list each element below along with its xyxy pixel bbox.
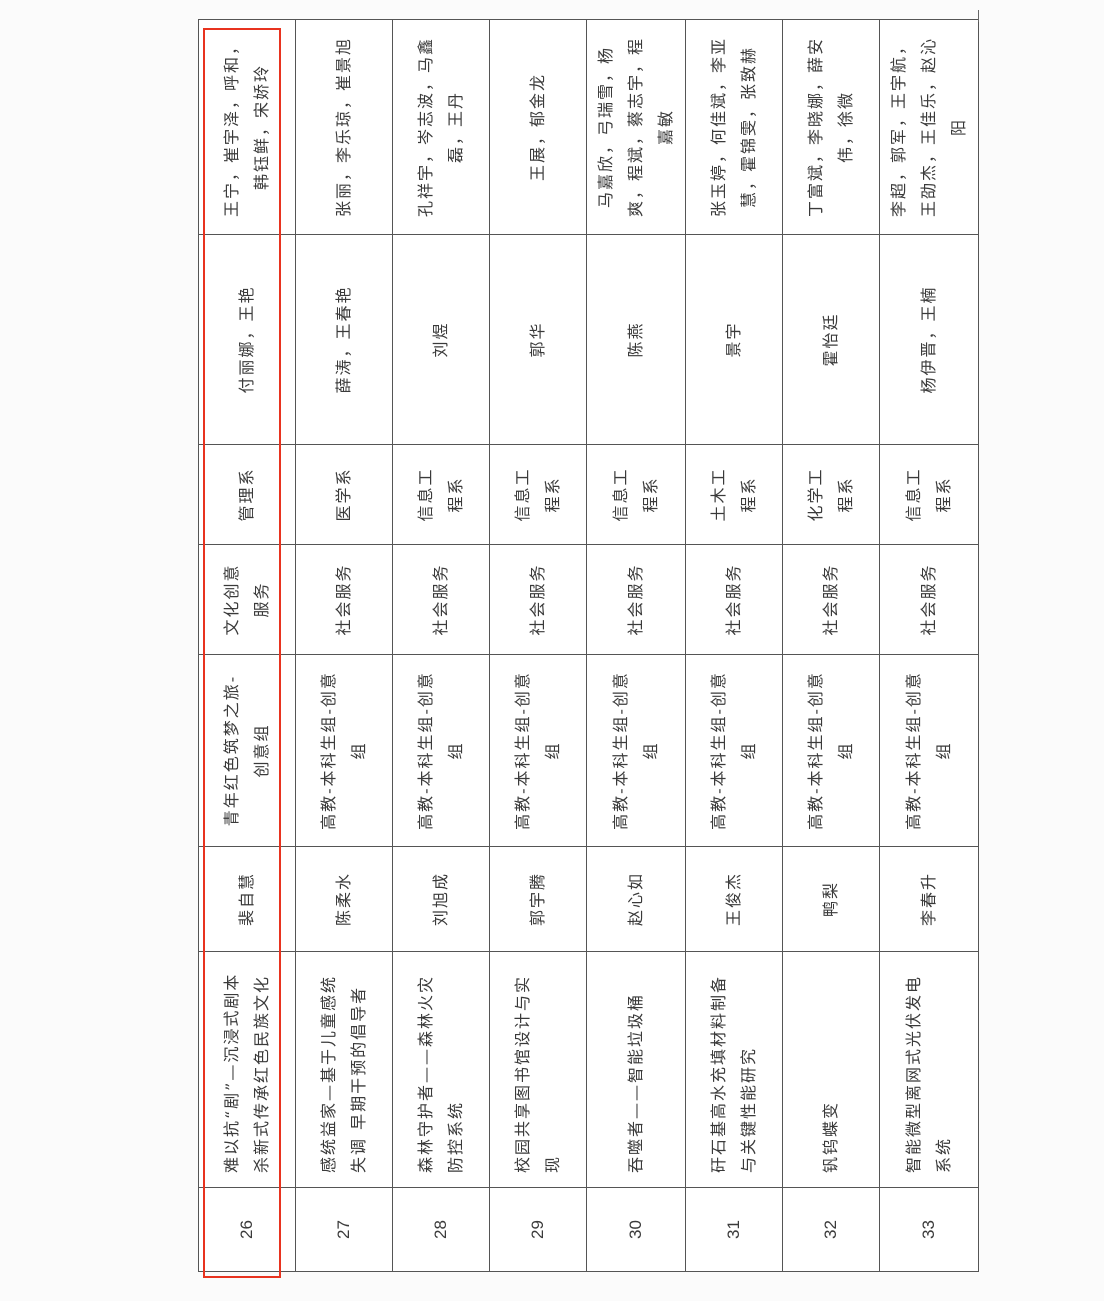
advisor-teachers: 薛涛，王春艳 (295, 234, 393, 445)
project-title: 森林守护者——森林火灾防控系统 (392, 951, 490, 1188)
row-number: 27 (295, 1187, 393, 1272)
advisor-teachers: 刘煜 (392, 234, 490, 445)
advisor-teachers: 霍怡廷 (782, 234, 880, 445)
department: 化学工程系 (782, 444, 880, 545)
project-leader: 郭宇腾 (489, 846, 587, 952)
row-number: 31 (685, 1187, 783, 1272)
team-members: 孔祥宇，岑志波，马鑫磊，王丹 (392, 19, 490, 235)
project-leader: 鸭梨 (782, 846, 880, 952)
competition-group: 高教-本科生组-创意组 (392, 654, 490, 847)
project-category: 社会服务 (489, 544, 587, 655)
row-number: 30 (586, 1187, 686, 1272)
competition-group: 高教-本科生组-创意组 (295, 654, 393, 847)
project-title: 感统益家—基于儿童感统失调 早期干预的倡导者 (295, 951, 393, 1188)
team-members: 王展，郁金龙 (489, 19, 587, 235)
project-category: 社会服务 (879, 544, 979, 655)
row-number: 33 (879, 1187, 979, 1272)
table-row: 32 钒钨蝶变 鸭梨 高教-本科生组-创意组 社会服务 化学工程系 霍怡廷 丁富斌，李晓娜，薛… (782, 19, 880, 1272)
advisor-teachers: 陈燕 (586, 234, 686, 445)
competition-group: 高教-本科生组-创意组 (685, 654, 783, 847)
competition-group: 高教-本科生组-创意组 (586, 654, 686, 847)
project-category: 社会服务 (782, 544, 880, 655)
team-members: 李超，郭军，王宇航，王劭杰，王佳乐，赵沁阳 (879, 19, 979, 235)
table-row: 29 校园共享图书馆设计与实现 郭宇腾 高教-本科生组-创意组 社会服务 信息工程系 郭华王… (489, 19, 587, 1272)
row-number: 32 (782, 1187, 880, 1272)
department: 医学系 (295, 444, 393, 545)
advisor-teachers: 杨伊晋，王楠 (879, 234, 979, 445)
scan-mark (978, 10, 979, 22)
department: 信息工程系 (392, 444, 490, 545)
project-title: 吞噬者——智能垃圾桶 (586, 951, 686, 1188)
team-members: 张丽，李乐琼，崔景旭 (295, 19, 393, 235)
advisor-teachers: 景宇 (685, 234, 783, 445)
rotated-page: 26 难以抗“剧”—沉浸式剧本杀新式传承红色民族文化 裴自慧 青年红色筑梦之旅-创意组… (198, 19, 979, 1272)
project-leader: 赵心如 (586, 846, 686, 952)
table-row: 27 感统益家—基于儿童感统失调 早期干预的倡导者 陈柔水 高教-本科生组-创意组 社会… (295, 19, 393, 1272)
project-leader: 王俊杰 (685, 846, 783, 952)
team-members: 马嘉欣，弓瑞雪，杨爽，程斌，蔡志宇，程嘉敏 (586, 19, 686, 235)
department: 信息工程系 (879, 444, 979, 545)
department: 土木工程系 (685, 444, 783, 545)
project-leader: 陈柔水 (295, 846, 393, 952)
row-number: 28 (392, 1187, 490, 1272)
table-row: 28 森林守护者——森林火灾防控系统 刘旭成 高教-本科生组-创意组 社会服务 信息工程系… (392, 19, 490, 1272)
project-table: 26 难以抗“剧”—沉浸式剧本杀新式传承红色民族文化 裴自慧 青年红色筑梦之旅-创意组… (198, 19, 979, 1272)
project-category: 社会服务 (685, 544, 783, 655)
project-title: 钒钨蝶变 (782, 951, 880, 1188)
table-row: 31 矸石基高水充填材料制备与关键性能研究 王俊杰 高教-本科生组-创意组 社会服务 土木… (685, 19, 783, 1272)
table-row: 33 智能微型离网式光伏发电系统 李春升 高教-本科生组-创意组 社会服务 信息工程系 杨伊… (879, 19, 979, 1272)
project-title: 智能微型离网式光伏发电系统 (879, 951, 979, 1188)
row-number: 29 (489, 1187, 587, 1272)
department: 信息工程系 (586, 444, 686, 545)
project-title: 矸石基高水充填材料制备与关键性能研究 (685, 951, 783, 1188)
project-title: 校园共享图书馆设计与实现 (489, 951, 587, 1188)
competition-group: 高教-本科生组-创意组 (879, 654, 979, 847)
project-category: 社会服务 (392, 544, 490, 655)
project-category: 社会服务 (295, 544, 393, 655)
table-row: 30 吞噬者——智能垃圾桶 赵心如 高教-本科生组-创意组 社会服务 信息工程系 陈燕 马嘉欣… (586, 19, 686, 1272)
department: 信息工程系 (489, 444, 587, 545)
team-members: 张玉婷，何佳斌，李亚慧，霍锦雯，张致赫 (685, 19, 783, 235)
competition-group: 高教-本科生组-创意组 (489, 654, 587, 847)
highlight-box (203, 28, 281, 1278)
project-leader: 李春升 (879, 846, 979, 952)
project-category: 社会服务 (586, 544, 686, 655)
project-leader: 刘旭成 (392, 846, 490, 952)
advisor-teachers: 郭华 (489, 234, 587, 445)
team-members: 丁富斌，李晓娜，薛安伟，徐微 (782, 19, 880, 235)
competition-group: 高教-本科生组-创意组 (782, 654, 880, 847)
